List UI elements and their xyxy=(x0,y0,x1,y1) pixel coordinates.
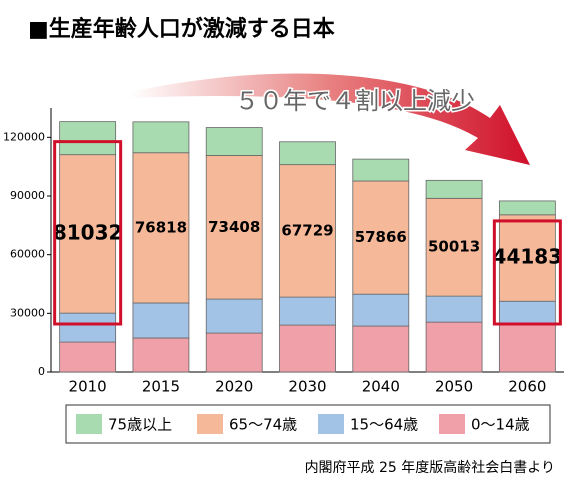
x-tick-label: 2015 xyxy=(142,378,180,396)
bar-segment xyxy=(59,154,117,314)
bar-segment xyxy=(59,121,117,156)
annotation: ５０年で４割以上減少 xyxy=(235,87,475,115)
bar-segment xyxy=(498,214,556,302)
highlight-box xyxy=(492,219,562,326)
bar-segment xyxy=(279,141,336,166)
legend-label: 65〜74歳 xyxy=(229,416,297,434)
bar-segment xyxy=(132,302,190,339)
bar-segment xyxy=(205,155,263,300)
data-label: 73408 xyxy=(208,218,260,236)
legend-swatch xyxy=(76,414,102,434)
data-label: 76818 xyxy=(135,218,187,236)
bar-segment xyxy=(425,321,483,373)
chart-title: ■生産年齢人口が激減する日本 xyxy=(28,16,335,42)
data-label: 67729 xyxy=(281,221,333,239)
y-tick-label: 0 xyxy=(38,365,45,378)
legend-swatch xyxy=(197,414,223,434)
bar-segment xyxy=(59,341,117,373)
bar-segment xyxy=(352,293,410,327)
data-label: 44183 xyxy=(493,245,563,269)
bar-segment xyxy=(132,152,190,304)
data-label: 57866 xyxy=(355,228,407,246)
bar-segment xyxy=(279,164,336,298)
bar-segment xyxy=(352,158,410,182)
y-tick-label: 120000 xyxy=(3,130,45,143)
x-tick-label: 2020 xyxy=(215,378,253,396)
legend-label: 0〜14歳 xyxy=(471,416,530,434)
bar-segment xyxy=(132,337,190,373)
legend-label: 75歳以上 xyxy=(108,416,172,434)
bar-segment xyxy=(205,332,263,373)
bar-segment xyxy=(352,325,410,373)
plot-area: 0 30000 60000 90000 120000 2010 81032 2015 76818… xyxy=(3,108,564,396)
x-tick-label: 2040 xyxy=(362,378,400,396)
data-label: 50013 xyxy=(428,238,480,256)
highlight-box xyxy=(53,140,123,326)
trend-arrow xyxy=(130,73,530,165)
legend-swatch xyxy=(318,414,344,434)
bar-segment xyxy=(425,179,483,199)
legend-box xyxy=(65,404,551,444)
x-tick-label: 2050 xyxy=(435,378,473,396)
x-tick-label: 2010 xyxy=(69,378,107,396)
bar-segment xyxy=(205,298,263,334)
bar-segment xyxy=(498,200,556,216)
legend-label: 15〜64歳 xyxy=(350,416,418,434)
bar-segment xyxy=(425,295,483,323)
bar-segment xyxy=(205,127,263,156)
bar-segment xyxy=(498,323,556,373)
legend-swatch xyxy=(439,414,465,434)
bar-segment xyxy=(498,300,556,325)
bar-segment xyxy=(279,324,336,373)
y-tick-label: 60000 xyxy=(10,248,45,261)
data-label: 81032 xyxy=(53,220,123,244)
source-note: 内閣府平成 25 年度版高齢社会白書より xyxy=(305,459,555,476)
x-tick-label: 2060 xyxy=(508,378,546,396)
y-tick-label: 30000 xyxy=(10,306,45,319)
y-tick-label: 90000 xyxy=(10,189,45,202)
x-tick-label: 2030 xyxy=(288,378,326,396)
bar-segment xyxy=(279,296,336,326)
bar-segment xyxy=(59,312,117,343)
bar-segment xyxy=(425,197,483,297)
bar-segment xyxy=(132,121,190,154)
bar-segment xyxy=(352,180,410,295)
legend: 75歳以上 65〜74歳 15〜64歳 0〜14歳 xyxy=(76,414,530,434)
